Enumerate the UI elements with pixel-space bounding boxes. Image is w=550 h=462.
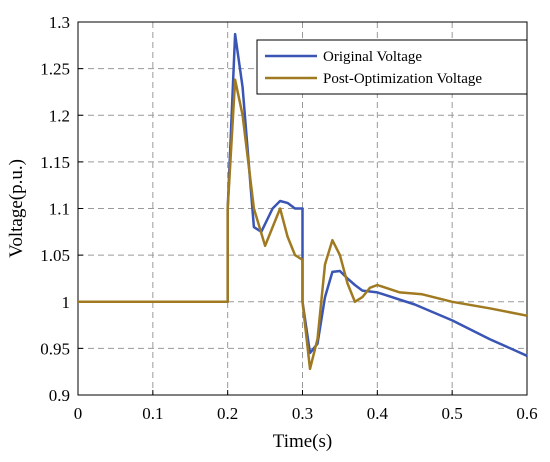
legend: Original Voltage Post-Optimization Volta… — [256, 39, 528, 95]
x-tick-label: 0.6 — [516, 404, 537, 423]
post-optimization-voltage-line — [78, 78, 528, 371]
y-axis-title: Voltage(p.u.) — [6, 159, 27, 258]
axis-ticks: 0 0.1 0.2 0.3 0.4 0.5 0.6 0.9 0.95 1 1.05 1.1 1.15 1.… — [40, 13, 537, 423]
series-lines — [78, 32, 528, 371]
legend-box — [256, 39, 528, 95]
x-tick-label: 0.1 — [142, 404, 163, 423]
y-tick-label: 1.2 — [49, 106, 70, 125]
legend-label-post-optimization-voltage: Post-Optimization Voltage — [323, 71, 482, 87]
y-tick-label: 1.05 — [40, 246, 70, 265]
y-tick-label: 0.95 — [40, 339, 70, 358]
y-tick-label: 1.3 — [49, 13, 70, 32]
y-tick-label: 1 — [62, 293, 71, 312]
y-tick-label: 0.9 — [49, 386, 70, 405]
x-axis-title: Time(s) — [273, 431, 332, 452]
x-tick-label: 0 — [74, 404, 83, 423]
y-tick-label: 1.1 — [49, 200, 70, 219]
y-tick-label: 1.15 — [40, 153, 70, 172]
x-tick-label: 0.3 — [292, 404, 313, 423]
legend-label-original-voltage: Original Voltage — [323, 49, 422, 65]
y-tick-label: 1.25 — [40, 60, 70, 79]
x-tick-label: 0.2 — [217, 404, 238, 423]
x-tick-label: 0.4 — [367, 404, 389, 423]
x-tick-label: 0.5 — [442, 404, 463, 423]
